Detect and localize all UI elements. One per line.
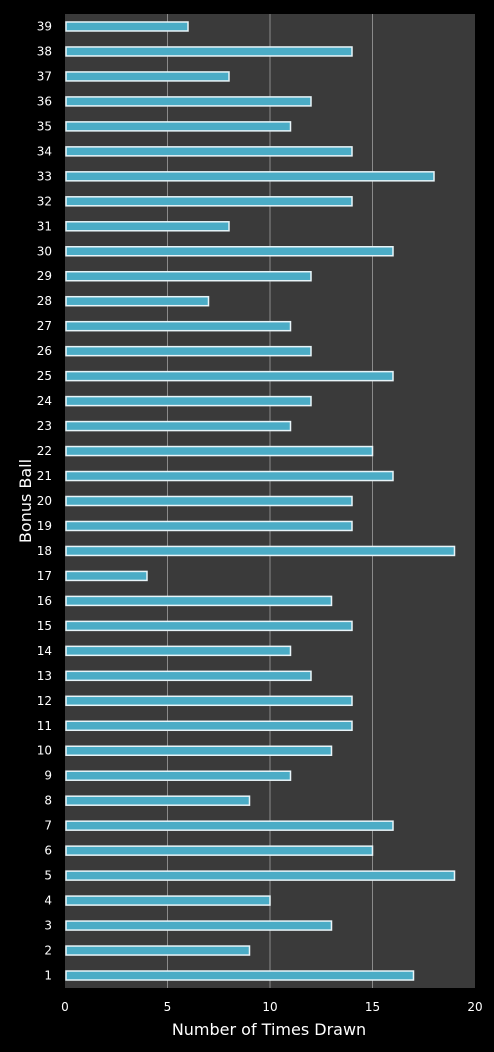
y-tick-label-27: 27 [37, 319, 52, 333]
x-tick-label-5: 5 [164, 1000, 172, 1014]
y-tick-label-19: 19 [37, 519, 52, 533]
x-tick-label-15: 15 [365, 1000, 380, 1014]
bar-19 [65, 520, 353, 532]
bar-2 [65, 945, 251, 956]
y-tick-label-10: 10 [37, 744, 52, 758]
bar-3 [65, 920, 333, 931]
y-tick-label-12: 12 [37, 694, 52, 708]
y-tick-label-37: 37 [37, 69, 52, 83]
y-tick-label-32: 32 [37, 194, 52, 208]
bar-23 [65, 420, 292, 432]
bar-15 [65, 620, 353, 632]
y-axis-title: Bonus Ball [16, 459, 35, 543]
y-tick-label-38: 38 [37, 44, 52, 58]
bar-12 [65, 695, 353, 707]
bar-16 [65, 595, 333, 607]
y-tick-label-1: 1 [44, 969, 52, 983]
bar-7 [65, 820, 394, 831]
y-tick-label-5: 5 [44, 869, 52, 883]
y-tick-label-11: 11 [37, 719, 52, 733]
y-tick-label-36: 36 [37, 94, 52, 108]
bar-13 [65, 670, 312, 682]
bar-27 [65, 320, 292, 332]
y-tick-label-22: 22 [37, 444, 52, 458]
bar-35 [65, 121, 292, 132]
y-tick-label-33: 33 [37, 169, 52, 183]
bar-26 [65, 345, 312, 357]
x-tick-labels: 0 5 10 15 20 [61, 1000, 482, 1014]
bar-34 [65, 146, 353, 157]
bar-24 [65, 395, 312, 407]
y-tick-label-28: 28 [37, 294, 52, 308]
bar-5 [65, 870, 456, 881]
bar-39 [65, 21, 189, 32]
y-tick-label-15: 15 [37, 619, 52, 633]
bar-36 [65, 96, 312, 107]
bar-30 [65, 246, 394, 257]
y-tick-label-24: 24 [37, 394, 52, 408]
bar-33 [65, 171, 435, 182]
y-tick-label-3: 3 [44, 919, 52, 933]
y-tick-label-25: 25 [37, 369, 52, 383]
y-tick-label-6: 6 [44, 844, 52, 858]
bar-29 [65, 270, 312, 282]
bar-10 [65, 745, 333, 756]
bar-6 [65, 845, 374, 856]
bar-25 [65, 370, 394, 382]
y-tick-label-2: 2 [44, 944, 52, 958]
bar-1 [65, 970, 415, 981]
y-tick-label-20: 20 [37, 494, 52, 508]
bar-21 [65, 470, 394, 482]
y-tick-label-9: 9 [44, 769, 52, 783]
x-axis-title: Number of Times Drawn [172, 1020, 366, 1039]
y-tick-label-21: 21 [37, 469, 52, 483]
bar-11 [65, 720, 353, 732]
y-tick-label-13: 13 [37, 669, 52, 683]
y-tick-label-26: 26 [37, 344, 52, 358]
y-tick-label-29: 29 [37, 269, 52, 283]
y-tick-label-35: 35 [37, 119, 52, 133]
y-tick-label-30: 30 [37, 244, 52, 258]
y-tick-label-4: 4 [44, 894, 52, 908]
y-tick-label-23: 23 [37, 419, 52, 433]
y-tick-label-7: 7 [44, 819, 52, 833]
bar-32 [65, 196, 353, 207]
x-tick-label-10: 10 [262, 1000, 277, 1014]
bar-17 [65, 570, 148, 582]
y-tick-label-39: 39 [37, 19, 52, 33]
bar-18 [65, 545, 456, 557]
bar-38 [65, 46, 353, 57]
y-tick-label-18: 18 [37, 544, 52, 558]
y-tick-label-34: 34 [37, 144, 52, 158]
y-tick-label-14: 14 [37, 644, 52, 658]
bar-28 [65, 295, 210, 307]
x-tick-label-0: 0 [61, 1000, 69, 1014]
bar-14 [65, 645, 292, 657]
y-tick-label-31: 31 [37, 219, 52, 233]
x-tick-label-20: 20 [467, 1000, 482, 1014]
bar-31 [65, 221, 230, 232]
y-tick-label-8: 8 [44, 794, 52, 808]
bar-22 [65, 445, 374, 457]
y-tick-label-16: 16 [37, 594, 52, 608]
bar-9 [65, 770, 292, 781]
bar-37 [65, 71, 230, 82]
bar-8 [65, 795, 251, 806]
bar-20 [65, 495, 353, 507]
y-tick-labels: 1234567891011121314151617181920212223242… [37, 19, 52, 982]
bar-4 [65, 895, 271, 906]
bars [65, 21, 456, 981]
y-tick-label-17: 17 [37, 569, 52, 583]
